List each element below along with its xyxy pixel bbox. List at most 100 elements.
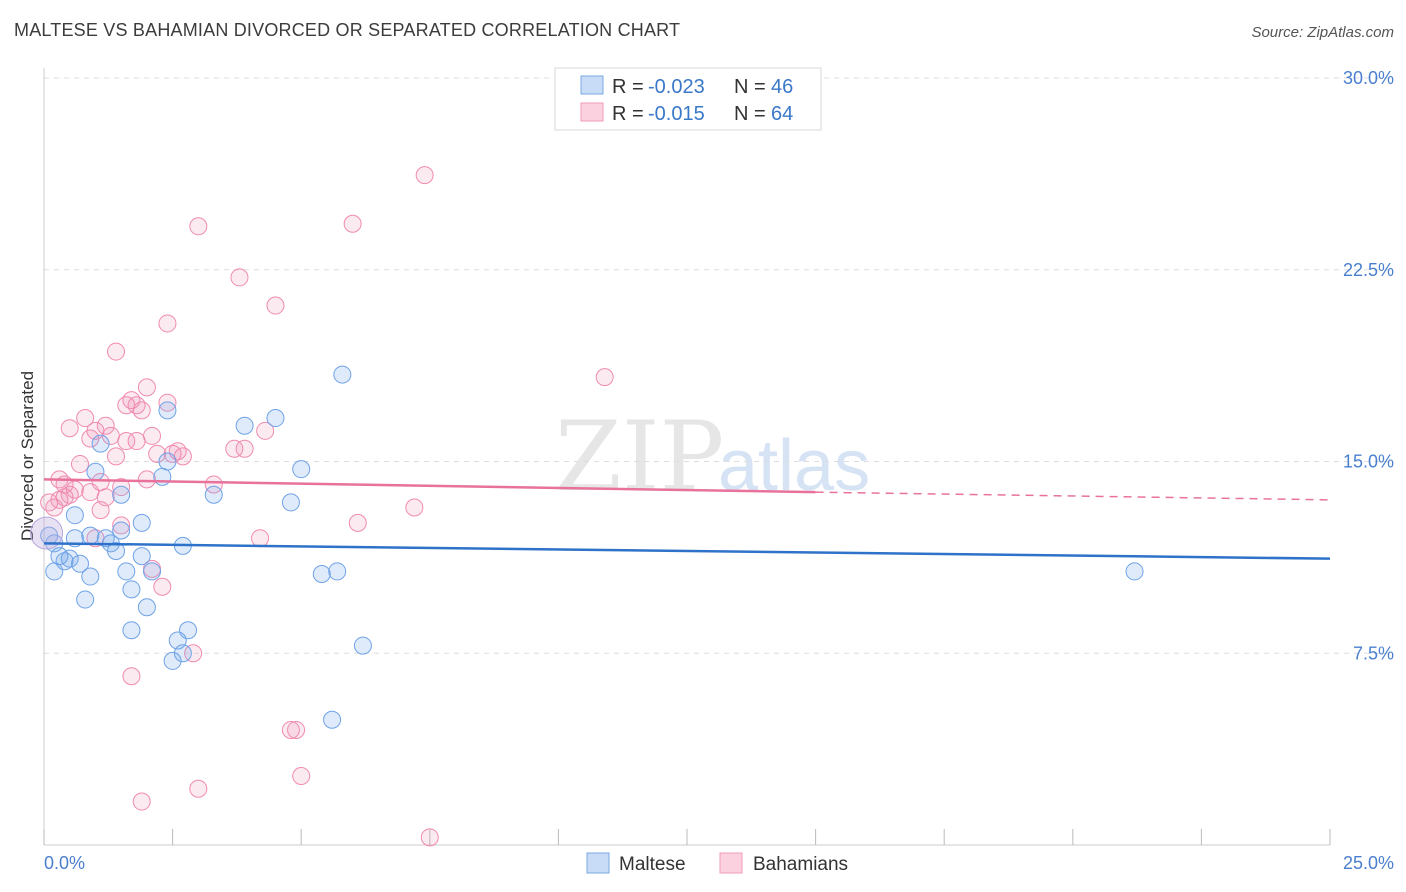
maltese-point [137, 598, 156, 617]
maltese-point [143, 562, 162, 581]
bahamian-point [112, 516, 131, 535]
maltese-point [153, 467, 172, 486]
maltese-point [328, 562, 347, 581]
bahamian-point [71, 455, 90, 474]
bahamian-point [60, 485, 79, 504]
bahamian-point [153, 577, 172, 596]
bahamian-points [40, 166, 614, 847]
maltese-n-label: N = [734, 76, 766, 98]
y-axis-label: Divorced or Separated [18, 371, 37, 541]
legend-maltese-label: Maltese [619, 854, 686, 875]
maltese-point [71, 554, 90, 573]
y-tick-label: 15.0% [1343, 452, 1394, 472]
maltese-point [112, 485, 131, 504]
bahamian-point [107, 342, 126, 361]
bahamian-r-label: R = [612, 103, 644, 125]
x-tick-marks [43, 829, 1331, 845]
bahamian-point [281, 720, 300, 739]
maltese-point [132, 513, 151, 532]
maltese-n-value: 46 [771, 76, 793, 98]
bahamian-point [204, 475, 223, 494]
bahamian-point [96, 416, 115, 435]
maltese-point [65, 506, 84, 525]
maltese-point [117, 562, 136, 581]
bahamian-point [343, 214, 362, 233]
bahamian-point [189, 779, 208, 798]
bahamian-point [107, 447, 126, 466]
bahamian-point [76, 409, 95, 428]
bahamian-point [137, 470, 156, 489]
maltese-r-label: R = [612, 76, 644, 98]
bahamian-trend-line [43, 478, 816, 494]
maltese-point [122, 621, 141, 640]
bahamian-point [420, 828, 439, 847]
cluster-point [30, 516, 64, 550]
gridlines [44, 77, 1394, 654]
bahamian-point [96, 488, 115, 507]
bahamian-point [348, 513, 367, 532]
bahamian-point [595, 368, 614, 387]
bahamian-point [225, 439, 244, 458]
maltese-trend-line [43, 542, 1331, 560]
bahamian-r-value: -0.015 [648, 103, 705, 125]
maltese-point [76, 590, 95, 609]
maltese-point [173, 644, 192, 663]
bahamian-point [55, 488, 74, 507]
maltese-point [323, 710, 342, 729]
bahamian-point [251, 529, 270, 548]
bahamian-trend-extension [815, 491, 1331, 501]
bahamian-point [122, 667, 141, 686]
bahamian-point [184, 644, 203, 663]
bahamian-point [266, 296, 285, 315]
maltese-point [132, 547, 151, 566]
bahamian-point [127, 396, 146, 415]
maltese-point [96, 529, 115, 548]
bahamian-point [148, 444, 167, 463]
maltese-point [112, 521, 131, 540]
bahamian-point [287, 720, 306, 739]
legend-bahamian-swatch [719, 852, 743, 874]
maltese-point [50, 547, 69, 566]
bahamian-n-value: 64 [771, 103, 793, 125]
maltese-point [158, 452, 177, 471]
maltese-r-value: -0.023 [648, 76, 705, 98]
source-credit: Source: ZipAtlas.com [1251, 24, 1394, 41]
maltese-point [312, 564, 331, 583]
bahamian-swatch [580, 102, 604, 122]
bahamian-point [230, 268, 249, 287]
legend-maltese-swatch [586, 852, 610, 874]
bahamian-point [158, 393, 177, 412]
maltese-point [60, 549, 79, 568]
bahamian-point [60, 419, 79, 438]
watermark-atlas: atlas [718, 426, 870, 506]
maltese-point [353, 636, 372, 655]
maltese-point [204, 485, 223, 504]
series-legend: Maltese Bahamians [586, 852, 848, 875]
bahamian-point [117, 432, 136, 451]
x-tick-label-max: 25.0% [1343, 853, 1394, 873]
maltese-point [1125, 562, 1144, 581]
bahamian-point [189, 217, 208, 236]
trend-lines [43, 478, 1331, 560]
bahamian-point [132, 792, 151, 811]
maltese-point [235, 416, 254, 435]
bahamian-point [127, 432, 146, 451]
y-tick-label: 22.5% [1343, 260, 1394, 280]
x-tick-label-min: 0.0% [44, 853, 85, 873]
stats-legend: R = -0.023 N = 46 R = -0.015 N = 64 [554, 67, 822, 131]
bahamian-point [235, 439, 254, 458]
bahamian-point [112, 478, 131, 497]
y-tick-label: 30.0% [1343, 68, 1394, 88]
maltese-point [107, 541, 126, 560]
chart-title: MALTESE VS BAHAMIAN DIVORCED OR SEPARATE… [14, 20, 681, 40]
maltese-point [163, 651, 182, 670]
maltese-point [179, 621, 198, 640]
bahamian-n-label: N = [734, 103, 766, 125]
maltese-point [158, 401, 177, 420]
bahamian-point [292, 766, 311, 785]
y-tick-labels: 7.5% 15.0% 22.5% 30.0% [1343, 68, 1394, 663]
watermark-zip: ZIP [555, 401, 724, 513]
maltese-point [292, 460, 311, 479]
bahamian-point [65, 480, 84, 499]
